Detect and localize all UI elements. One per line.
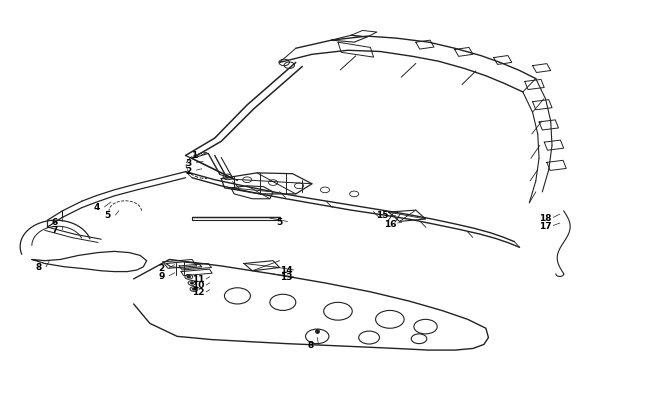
Text: 1: 1	[191, 151, 197, 160]
Text: 4: 4	[94, 203, 100, 212]
Text: 5: 5	[105, 211, 111, 220]
Circle shape	[190, 282, 194, 284]
Text: 2: 2	[186, 166, 192, 175]
Text: 2: 2	[159, 263, 164, 273]
Text: 8: 8	[35, 262, 42, 272]
Text: 5: 5	[276, 217, 283, 226]
Text: 8: 8	[307, 340, 314, 349]
Text: 16: 16	[384, 219, 396, 228]
Text: 12: 12	[192, 288, 205, 296]
Text: 17: 17	[540, 222, 552, 230]
Circle shape	[187, 276, 190, 278]
Text: 13: 13	[280, 273, 292, 281]
Text: 11: 11	[192, 275, 205, 284]
Text: 10: 10	[192, 281, 205, 290]
Text: 7: 7	[51, 226, 58, 234]
Text: 15: 15	[376, 211, 388, 220]
Text: 6: 6	[51, 217, 58, 226]
Text: 14: 14	[280, 266, 292, 275]
Text: 18: 18	[540, 213, 552, 222]
Text: 9: 9	[159, 271, 164, 280]
Text: 3: 3	[186, 158, 192, 167]
Circle shape	[192, 288, 196, 290]
